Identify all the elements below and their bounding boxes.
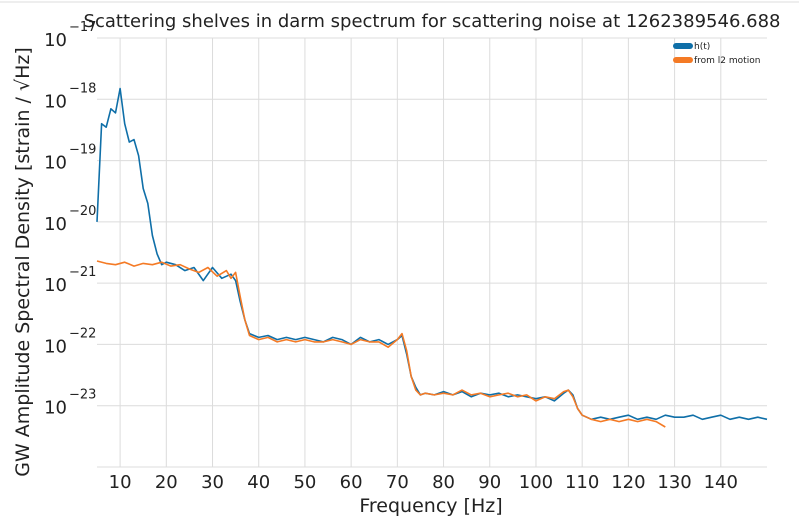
y-tick-label: 10	[44, 275, 67, 296]
x-tick-label: 40	[247, 472, 270, 493]
y-tick-label: 10	[44, 214, 67, 235]
y-axis-label: GW Amplitude Spectral Density [strain / …	[12, 47, 34, 477]
grid	[97, 37, 767, 468]
y-tick-label: 10	[44, 398, 67, 419]
series-line-1	[96, 260, 666, 428]
series-lines	[96, 87, 768, 428]
y-tick-label: 10	[44, 91, 67, 112]
legend: h(t) from l2 motion	[673, 42, 760, 66]
plot-area	[97, 38, 767, 467]
x-tick-label: 100	[519, 472, 553, 493]
x-tick-label: 20	[155, 472, 178, 493]
y-tick-exponent: −23	[69, 388, 96, 403]
x-tick-label: 120	[611, 472, 645, 493]
x-tick-label: 130	[657, 472, 691, 493]
y-tick-label: 10	[44, 336, 67, 357]
y-tick-label: 10	[44, 153, 67, 174]
x-tick-label: 90	[478, 472, 501, 493]
x-tick-label: 140	[704, 472, 738, 493]
y-tick-exponent: −19	[69, 143, 96, 158]
legend-label: h(t)	[694, 42, 710, 52]
x-axis-label: Frequency [Hz]	[359, 495, 502, 517]
x-tick-label: 50	[293, 472, 316, 493]
x-tick-label: 60	[340, 472, 363, 493]
x-tick-label: 30	[201, 472, 224, 493]
y-tick-exponent: −22	[69, 326, 96, 341]
chart-title: Scattering shelves in darm spectrum for …	[84, 11, 781, 32]
x-tick-label: 80	[432, 472, 455, 493]
y-tick-exponent: −21	[69, 265, 96, 280]
x-tick-label: 10	[109, 472, 132, 493]
x-tick-labels: 10 20 30 40 50 60 70 80 90 100 110 120 130 140	[109, 472, 738, 493]
y-tick-exponent: −20	[69, 204, 96, 219]
x-tick-label: 70	[386, 472, 409, 493]
legend-label: from l2 motion	[694, 56, 760, 66]
y-tick-label: 10	[44, 30, 67, 51]
y-tick-exponent: −17	[69, 20, 96, 35]
x-tick-label: 110	[565, 472, 599, 493]
y-tick-exponent: −18	[69, 81, 96, 96]
